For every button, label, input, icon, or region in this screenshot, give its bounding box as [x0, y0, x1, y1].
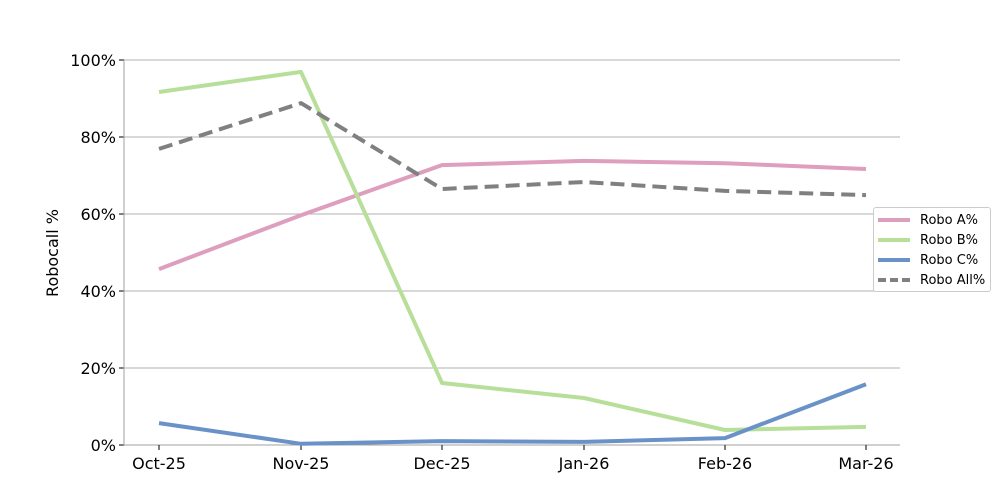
legend-item-robo-all: Robo All% [878, 270, 985, 290]
legend-swatch-robo-all [878, 278, 910, 282]
y-tick-label: 40% [80, 282, 116, 301]
x-tick-label: Mar-26 [838, 454, 893, 473]
x-tick-label: Nov-25 [273, 454, 330, 473]
x-tick-label: Dec-25 [413, 454, 470, 473]
series-line-robo-c [158, 382, 867, 446]
gridlines [124, 59, 900, 446]
legend-label: Robo C% [920, 252, 979, 268]
legend-swatch-robo-b [878, 238, 910, 242]
series-line-robo-all [158, 101, 867, 198]
series-line-robo-a [158, 158, 867, 271]
legend-swatch-robo-a [878, 218, 910, 222]
y-tick-label: 20% [80, 359, 116, 378]
series-lines [158, 69, 867, 446]
legend-label: Robo All% [920, 272, 986, 288]
y-tick-label: 80% [80, 128, 116, 147]
legend-item-robo-a: Robo A% [878, 210, 978, 230]
legend-item-robo-b: Robo B% [878, 230, 978, 250]
y-tick-label: 0% [91, 436, 116, 455]
y-tick-label: 60% [80, 205, 116, 224]
legend-swatch-robo-c [878, 258, 910, 262]
legend-label: Robo B% [920, 232, 979, 248]
legend-label: Robo A% [920, 212, 978, 228]
chart-legend: Robo A% Robo B% Robo C% Robo All% [873, 207, 991, 292]
x-tick-label: Jan-26 [558, 454, 610, 473]
axes: 0% 20% 40% 60% 80% 100% Oct-25 Nov-25 Dec-25 Jan-… [70, 51, 900, 473]
x-tick-label: Oct-25 [132, 454, 186, 473]
x-tick-label: Feb-26 [698, 454, 752, 473]
series-line-robo-b [158, 69, 867, 432]
y-tick-label: 100% [70, 51, 116, 70]
legend-item-robo-c: Robo C% [878, 250, 978, 270]
y-axis-title: Robocall % [43, 209, 62, 297]
